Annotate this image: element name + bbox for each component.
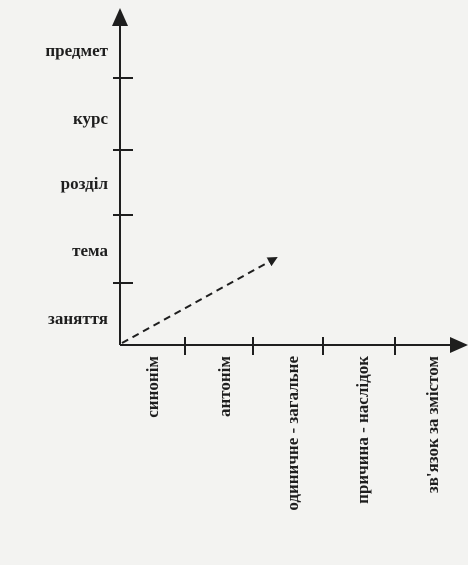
horizontal-ticks bbox=[184, 337, 396, 355]
vertical-label: курс bbox=[73, 109, 109, 128]
horizontal-labels: синонім антонім одиничне - загальне причина… bbox=[143, 356, 442, 511]
dashed-arrow bbox=[121, 257, 278, 344]
horizontal-label: одиничне - загальне bbox=[283, 356, 302, 511]
vertical-label: предмет bbox=[45, 41, 108, 60]
vertical-label: тема bbox=[72, 241, 108, 260]
horizontal-label: антонім bbox=[215, 356, 234, 417]
horizontal-label: зв'язок за змістом bbox=[423, 356, 442, 494]
horizontal-label: синонім bbox=[143, 356, 162, 418]
horizontal-label: причина - наслідок bbox=[353, 356, 372, 504]
vertical-label: заняття bbox=[48, 309, 108, 328]
vertical-label: розділ bbox=[61, 174, 109, 193]
vertical-labels: предмет курс розділ тема заняття bbox=[45, 41, 108, 328]
vertical-ticks bbox=[113, 77, 133, 284]
